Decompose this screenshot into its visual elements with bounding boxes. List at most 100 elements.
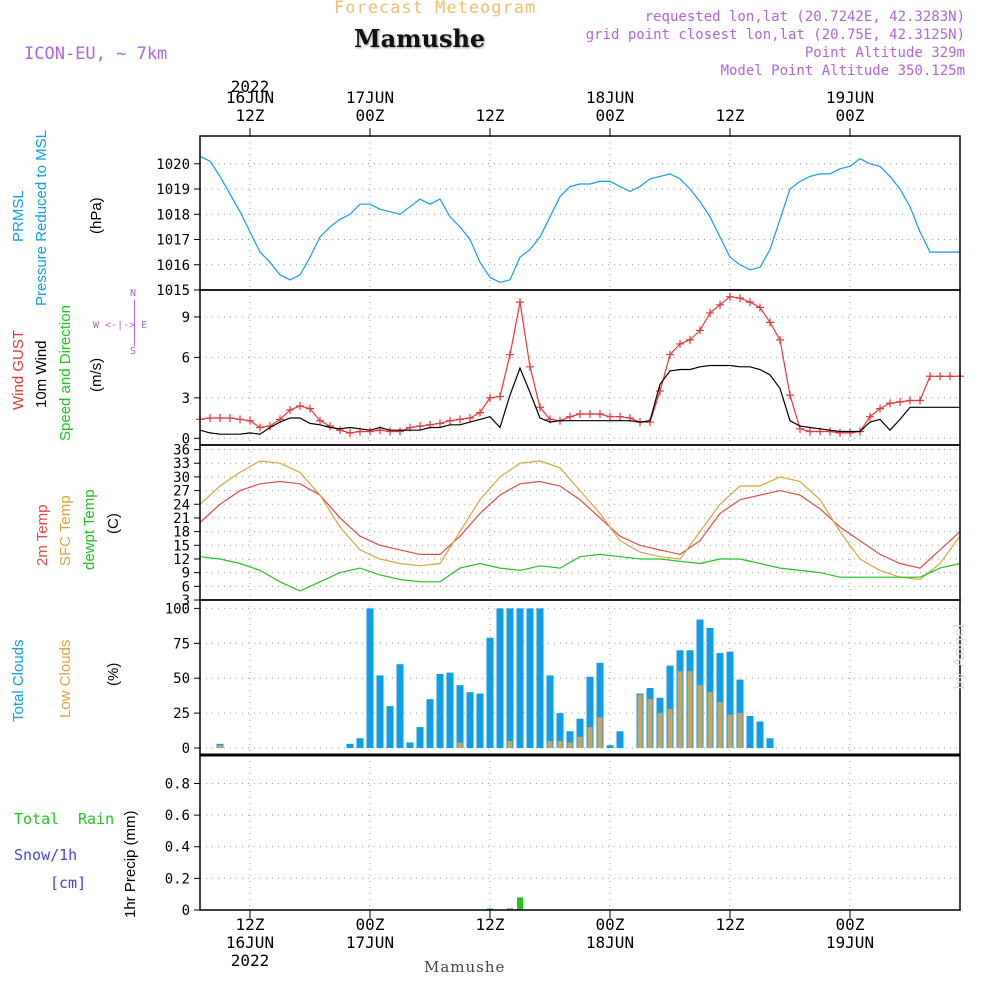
gust-point xyxy=(386,427,394,436)
gust-point xyxy=(296,401,304,410)
low-clouds-bar xyxy=(707,692,713,749)
wind-frame xyxy=(199,289,961,446)
wind-ytick-label: 3 xyxy=(182,391,190,407)
low-clouds-bar xyxy=(717,701,723,749)
wind-speed-direction-label: Speed and Direction xyxy=(57,305,74,441)
temperature-ytick-label: 6 xyxy=(182,579,190,595)
sfc-temp-line xyxy=(199,460,961,581)
bottom-time-label: 12Z xyxy=(476,915,505,934)
gust-point xyxy=(326,422,334,431)
precip-ytick-label: 0.2 xyxy=(165,871,190,887)
total-clouds-bar xyxy=(476,693,484,749)
gust-point xyxy=(496,392,504,401)
gust-point xyxy=(256,423,264,432)
pressure-ytick-label: 1015 xyxy=(156,283,190,299)
gust-point xyxy=(436,419,444,428)
total-clouds-bar xyxy=(446,672,454,749)
pressure-ytick-label: 1020 xyxy=(156,157,190,173)
top-time-label: 19JUN xyxy=(826,88,874,107)
gust-point xyxy=(566,412,574,421)
gust-point xyxy=(396,427,404,436)
total-clouds-bar xyxy=(606,745,614,749)
gust-point xyxy=(726,292,734,301)
top-time-label: 00Z xyxy=(356,106,385,125)
gust-point xyxy=(576,410,584,418)
top-time-label: 16JUN xyxy=(226,88,274,107)
wind-gust-label: Wind GUST xyxy=(10,329,27,410)
total-clouds-bar xyxy=(356,738,364,749)
total-clouds-bar xyxy=(486,637,494,749)
gust-point xyxy=(586,410,594,418)
clouds-ytick-label: 100 xyxy=(165,601,190,617)
gust-point xyxy=(706,308,714,317)
total-clouds-bar xyxy=(456,685,464,749)
gust-point xyxy=(846,428,854,437)
model-label: ICON-EU, ~ 7km xyxy=(24,44,168,64)
top-time-label: 18JUN xyxy=(586,88,634,107)
gust-point xyxy=(786,391,794,400)
gust-point xyxy=(246,416,254,425)
total-clouds-bar xyxy=(706,627,714,749)
pressure-ytick-label: 1019 xyxy=(156,182,190,198)
total-clouds-bar xyxy=(416,727,424,749)
temp-sfc-label: SFC Temp xyxy=(57,495,74,566)
total-clouds-bar xyxy=(536,608,544,749)
gust-point xyxy=(696,326,704,335)
gust-point xyxy=(936,372,944,381)
gust-point xyxy=(946,372,954,381)
precip-ytick-label: 0 xyxy=(182,903,190,919)
gust-point xyxy=(886,399,894,408)
top-time-label: 12Z xyxy=(236,106,265,125)
precip-axis-label: 1hr Precip (mm) xyxy=(122,810,139,918)
bottom-time-label: 00Z xyxy=(356,915,385,934)
temperature-ytick-label: 24 xyxy=(173,497,190,513)
bottom-time-label: 12Z xyxy=(236,915,265,934)
footer-station: Mamushe xyxy=(424,958,506,976)
2m-temp-line xyxy=(199,480,961,569)
low-clouds-bar xyxy=(647,699,653,749)
temperature-ytick-label: 30 xyxy=(173,470,190,486)
10m-wind-line xyxy=(199,364,960,435)
top-time-label: 00Z xyxy=(596,106,625,125)
total-clouds-bar xyxy=(716,653,724,749)
total-clouds-bar xyxy=(506,608,514,749)
rain-bar xyxy=(517,897,523,910)
top-time-label: 12Z xyxy=(716,106,745,125)
compass-axis xyxy=(134,300,135,346)
gust-point xyxy=(876,404,884,413)
total-clouds-bar xyxy=(346,743,354,749)
gust-point xyxy=(906,396,914,405)
gust-point xyxy=(236,415,244,424)
low-clouds-bar xyxy=(597,717,603,749)
gust-point xyxy=(716,300,724,309)
temperature-ytick-label: 12 xyxy=(173,552,190,568)
gust-point xyxy=(766,318,774,327)
gust-point xyxy=(346,428,354,437)
total-clouds-bar xyxy=(696,619,704,749)
clouds-ytick-label: 25 xyxy=(173,706,190,722)
temperature-ytick-label: 21 xyxy=(173,511,190,527)
total-clouds-bar xyxy=(566,731,574,749)
low-clouds-bar xyxy=(457,742,463,749)
compass-south: S xyxy=(130,346,137,357)
precip-ytick-label: 0.8 xyxy=(165,776,190,792)
low-clouds-bar xyxy=(657,713,663,749)
gust-point xyxy=(926,372,934,381)
snow-label: Snow/1h xyxy=(14,846,78,864)
wind-ytick-label: 9 xyxy=(182,310,190,326)
product-title: Forecast Meteogram xyxy=(334,0,537,18)
total-clouds-bar xyxy=(546,675,554,749)
gust-point xyxy=(286,405,294,414)
station-title: Mamushe xyxy=(354,24,486,53)
pressure-frame xyxy=(199,135,961,291)
total-clouds-bar xyxy=(766,738,774,749)
low-clouds-bar xyxy=(667,708,673,749)
gust-point xyxy=(916,396,924,405)
total-clouds-bar xyxy=(576,718,584,749)
gust-point xyxy=(826,427,834,436)
wind-ytick-label: 6 xyxy=(182,350,190,366)
bottom-time-label: 12Z xyxy=(716,915,745,934)
pressure-label-msl: Pressure Reduced to MSL xyxy=(33,130,50,306)
